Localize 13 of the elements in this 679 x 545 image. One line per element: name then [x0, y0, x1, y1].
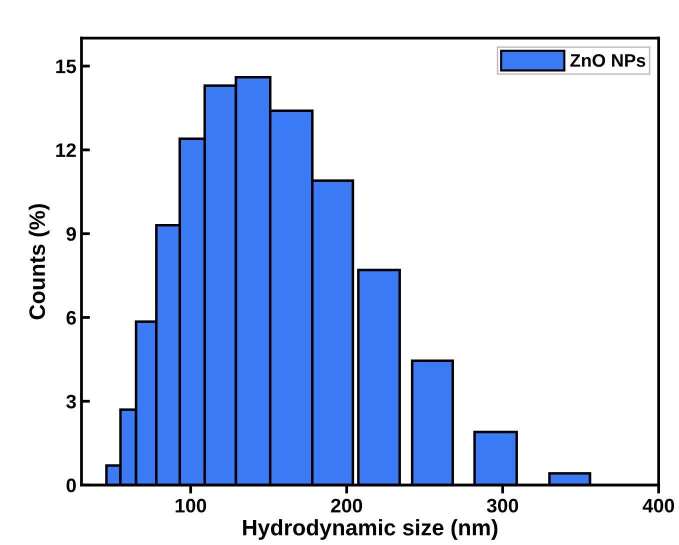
x-tick-label: 300 [486, 498, 518, 513]
y-tick-label: 6 [66, 310, 76, 325]
y-tick-label: 9 [66, 227, 76, 241]
y-tick-label: 15 [56, 60, 76, 74]
y-tick-label: 12 [56, 143, 76, 157]
x-tick-label: 100 [176, 498, 206, 513]
y-axis-title: Counts (%) [28, 204, 50, 320]
x-axis-title: Hydrodynamic size (nm) [243, 519, 498, 540]
x-tick-label: 400 [642, 498, 674, 513]
x-tick-label: 200 [331, 498, 362, 513]
y-tick-label: 3 [66, 394, 76, 409]
y-tick-label: 0 [66, 478, 76, 492]
legend-label: ZnO NPs [570, 54, 646, 67]
